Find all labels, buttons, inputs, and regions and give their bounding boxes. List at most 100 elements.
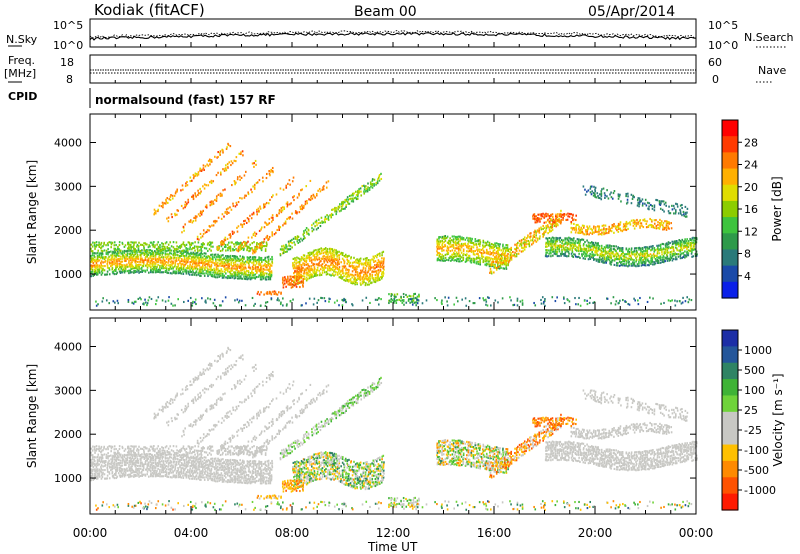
- power-cell: [121, 252, 124, 255]
- power-cell: [230, 274, 232, 277]
- power-cell: [243, 256, 245, 259]
- power-cell: [615, 264, 618, 267]
- power-cell: [441, 249, 443, 252]
- power-cell: [293, 261, 296, 264]
- power-cell: [557, 244, 560, 247]
- power-cell: [464, 260, 467, 263]
- power-cell: [622, 259, 624, 263]
- power-cell: [276, 293, 279, 296]
- power-cell: [294, 257, 296, 260]
- power-cell: [231, 230, 234, 233]
- power-cell: [196, 174, 199, 177]
- power-cell: [446, 253, 449, 256]
- power-cell: [566, 250, 568, 253]
- power-cell: [146, 253, 148, 256]
- power-cell: [414, 301, 417, 304]
- power-cell: [142, 262, 145, 265]
- power-cell: [150, 269, 152, 272]
- power-cell: [361, 282, 364, 285]
- power-cell: [160, 271, 163, 274]
- power-cell: [627, 250, 629, 253]
- power-cell: [390, 300, 392, 303]
- power-cell: [659, 255, 662, 258]
- power-cell: [256, 181, 259, 184]
- power-cell: [659, 247, 662, 250]
- power-cell: [482, 259, 485, 262]
- power-cell: [206, 270, 209, 273]
- power-cell: [336, 273, 339, 276]
- power-cell: [447, 259, 450, 262]
- power-cell: [131, 251, 134, 254]
- power-cell: [489, 253, 491, 256]
- power-cell: [401, 299, 404, 302]
- power-cell: [500, 263, 503, 266]
- power-cell: [583, 224, 585, 227]
- power-cell: [118, 264, 121, 267]
- power-cell: [251, 265, 254, 268]
- power-cell: [213, 253, 216, 256]
- power-cell: [627, 249, 629, 252]
- power-cell: [162, 248, 165, 251]
- power-cell: [113, 244, 116, 247]
- power-cell: [673, 207, 676, 210]
- power-cell: [654, 249, 657, 252]
- power-cell: [212, 224, 215, 227]
- power-cell: [545, 245, 547, 248]
- power-cell: [106, 242, 109, 245]
- power-cell: [169, 241, 172, 244]
- power-cell: [443, 240, 445, 244]
- power-cell: [292, 279, 294, 282]
- power-cell: [505, 257, 507, 260]
- power-cell: [153, 213, 155, 216]
- power-cell: [348, 279, 350, 282]
- power-cell: [169, 272, 172, 275]
- power-cell: [367, 186, 369, 189]
- power-cell: [328, 251, 331, 254]
- power-cell: [456, 257, 459, 261]
- power-cell: [591, 245, 593, 248]
- power-cell: [589, 191, 592, 194]
- power-cell: [243, 270, 246, 273]
- power-cell: [659, 203, 662, 207]
- power-cell: [470, 259, 473, 262]
- power-cell: [636, 199, 639, 202]
- power-cell: [205, 257, 207, 260]
- power-cell: [342, 207, 345, 211]
- power-cell: [459, 239, 461, 242]
- power-cell: [227, 275, 229, 278]
- power-cell: [456, 300, 459, 303]
- power-cell: [256, 213, 258, 216]
- power-cell: [137, 245, 140, 248]
- power-cell: [161, 242, 163, 245]
- power-cell: [199, 249, 201, 252]
- power-cell: [236, 226, 238, 229]
- power-cell: [650, 259, 652, 262]
- velocity-cell: [95, 477, 98, 480]
- power-cell: [315, 274, 317, 277]
- power-cell: [551, 248, 553, 251]
- power-cell: [215, 195, 218, 198]
- power-cell: [617, 197, 620, 200]
- power-cell: [195, 245, 198, 248]
- power-cell: [336, 263, 339, 266]
- power-cell: [627, 302, 629, 306]
- power-cell: [153, 208, 156, 211]
- power-cell: [506, 255, 509, 258]
- power-cell: [227, 211, 230, 214]
- power-cell: [185, 269, 188, 272]
- power-cell: [464, 242, 467, 245]
- power-cell: [625, 253, 627, 256]
- power-cell: [298, 281, 301, 285]
- power-cell: [594, 249, 596, 252]
- power-cell: [147, 260, 150, 263]
- power-cell: [642, 202, 644, 205]
- power-cell: [478, 248, 481, 251]
- power-cell: [295, 262, 298, 265]
- power-cell: [388, 299, 391, 302]
- power-cell: [524, 238, 526, 241]
- power-cell: [536, 237, 539, 240]
- power-cell: [378, 260, 380, 264]
- power-cell: [236, 249, 238, 252]
- power-cell: [468, 237, 470, 240]
